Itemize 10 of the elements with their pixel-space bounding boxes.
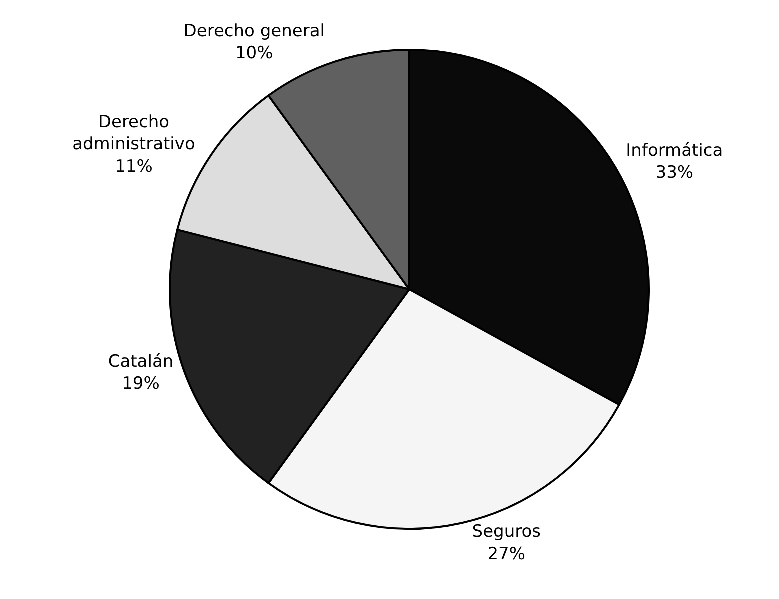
slice-label: Informática — [626, 141, 724, 162]
data-label: 27% — [488, 544, 526, 564]
data-label: 33% — [656, 163, 694, 184]
slice-label: Derecho administrativo — [72, 112, 196, 155]
data-label: 11% — [115, 156, 153, 177]
slice-label: Catalán — [108, 352, 174, 372]
data-label: 19% — [122, 374, 160, 394]
slice-label: Derecho general — [184, 22, 325, 42]
slice-label: Seguros — [472, 522, 542, 542]
data-label: 10% — [235, 44, 274, 64]
